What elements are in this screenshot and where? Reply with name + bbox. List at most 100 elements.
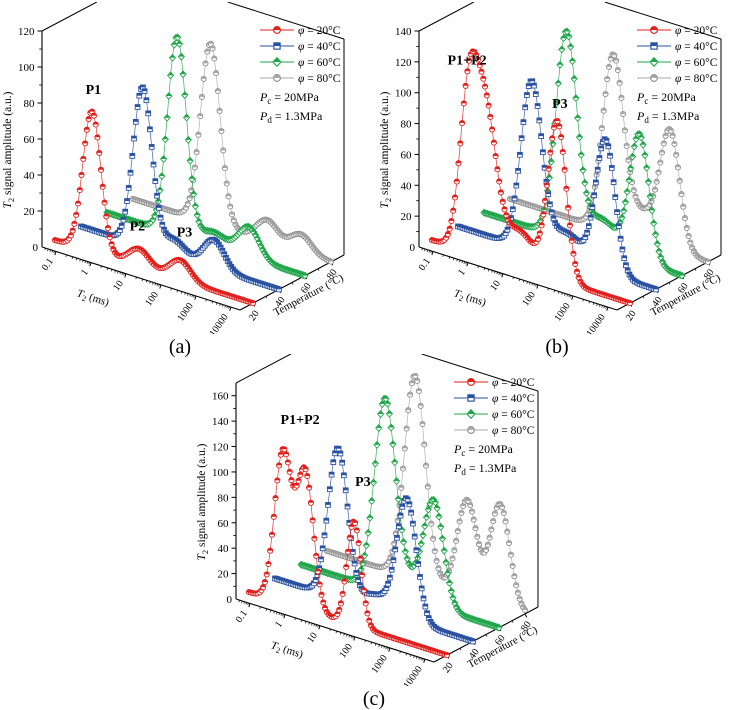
data-point [518, 135, 525, 142]
data-point [341, 578, 348, 585]
data-point [681, 215, 689, 222]
condition-label: Pd = 1.3MPa [453, 461, 517, 477]
data-point [514, 589, 521, 596]
data-point [408, 509, 414, 516]
data-point [415, 387, 422, 395]
series-40C [455, 78, 659, 293]
data-point [459, 119, 466, 127]
data-point [480, 75, 487, 82]
data-point [424, 610, 430, 616]
data-point [545, 165, 552, 172]
peak-label: P1+P2 [281, 413, 320, 428]
data-point [389, 440, 397, 448]
data-point [554, 79, 562, 88]
data-point [108, 241, 115, 248]
data-point [120, 216, 127, 223]
data-point [542, 197, 549, 204]
data-point [393, 477, 400, 485]
data-point [286, 468, 293, 475]
data-point [344, 548, 352, 555]
data-point [525, 83, 532, 89]
peak-label: P3 [177, 225, 193, 240]
legend: φ = 20°C φ = 40°C φ = 60°C φ = 80°C Pc = 20M… [453, 377, 535, 477]
data-point [574, 114, 582, 122]
data-point [90, 112, 97, 119]
plot-box-edges [41, 2, 345, 255]
y-tick-label: 160 [212, 391, 229, 403]
data-point [524, 92, 530, 98]
y-axis-title: T2 signal amplitude (a.u.) [196, 443, 210, 560]
data-point [621, 255, 628, 262]
x-tick-label: 10000 [208, 312, 231, 334]
data-point [96, 149, 103, 156]
data-point [549, 139, 557, 148]
data-point [150, 161, 157, 168]
data-point [484, 541, 491, 548]
data-point [204, 48, 211, 55]
data-point [143, 97, 150, 104]
panel-caption: (b) [545, 336, 569, 358]
data-point [306, 484, 313, 491]
y-tick-label: 80 [24, 98, 36, 110]
data-point [655, 169, 662, 176]
data-point [547, 201, 553, 208]
data-point [554, 118, 561, 125]
y-axis-title: T2 signal amplitude (a.u.) [379, 91, 393, 208]
data-point [80, 155, 87, 162]
y-axis-ticks: 0 20 40 60 80 100 120 140 160 [212, 391, 236, 606]
data-point [360, 587, 367, 594]
legend: φ = 20°C φ = 40°C φ = 60°C φ = 80°C Pc = 20M… [636, 25, 718, 125]
legend-label: φ = 20°C [298, 25, 341, 37]
data-point [155, 205, 162, 211]
y-tick-label: 100 [395, 88, 412, 100]
data-point [145, 110, 152, 117]
data-point [446, 579, 453, 587]
data-point [499, 198, 506, 205]
data-point [411, 533, 418, 540]
data-point [651, 186, 659, 193]
data-point [82, 140, 89, 147]
data-point [200, 75, 207, 82]
data-point [534, 103, 541, 109]
data-point [377, 410, 385, 418]
data-point [653, 240, 661, 248]
data-point [357, 555, 364, 562]
data-point [327, 258, 335, 265]
data-point [573, 268, 581, 275]
y-tick-label: 80 [401, 119, 413, 131]
data-point [506, 539, 513, 547]
data-point [191, 164, 198, 171]
data-point [639, 140, 647, 149]
data-point [497, 189, 504, 196]
data-point [605, 63, 613, 70]
data-point [649, 73, 659, 83]
data-point [103, 213, 110, 220]
data-point [284, 459, 291, 466]
data-point [265, 560, 272, 568]
data-point [405, 407, 412, 414]
data-point [623, 262, 629, 269]
data-point [392, 546, 399, 553]
legend-label: φ = 80°C [675, 73, 718, 85]
data-point [585, 223, 592, 229]
data-point [313, 552, 320, 559]
y-tick-label: 20 [24, 206, 36, 218]
data-point [211, 55, 218, 62]
data-point [621, 198, 629, 206]
data-point [450, 207, 457, 214]
data-point [417, 540, 425, 548]
data-point [680, 203, 687, 210]
data-point [320, 599, 327, 606]
data-point [388, 566, 395, 573]
data-point [336, 606, 343, 613]
data-point [223, 180, 230, 187]
data-point [385, 580, 391, 587]
data-point [496, 178, 503, 185]
data-point [92, 121, 99, 128]
data-point [181, 91, 189, 99]
data-point [366, 617, 373, 624]
x-tick-label: 10000 [585, 312, 608, 334]
data-point [671, 140, 678, 147]
data-point [260, 584, 267, 591]
